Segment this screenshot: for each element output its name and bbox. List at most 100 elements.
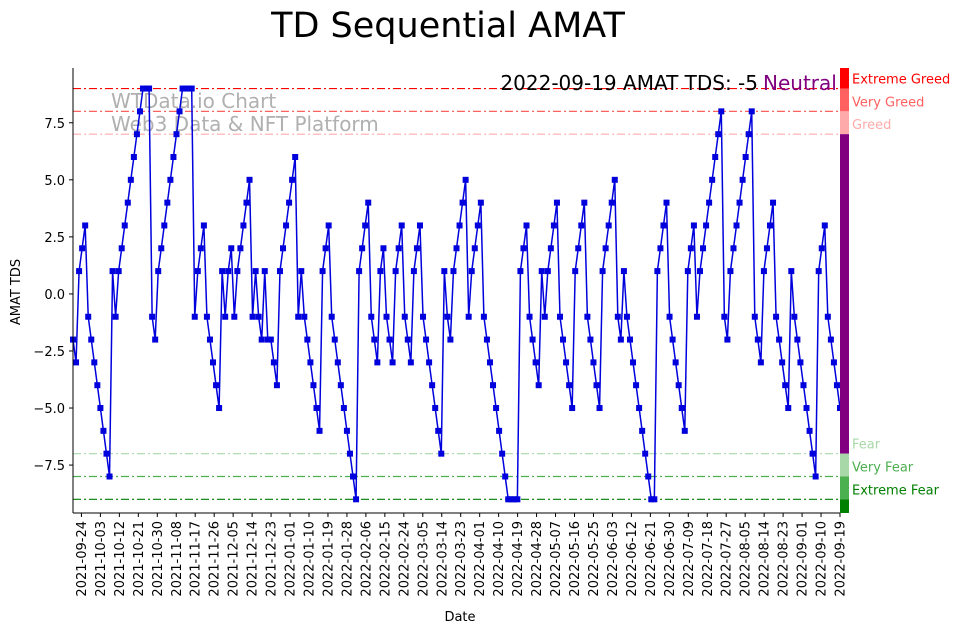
data-point — [532, 359, 539, 366]
data-point — [350, 473, 357, 480]
data-point — [715, 131, 722, 138]
data-point — [395, 245, 402, 252]
data-point — [490, 382, 497, 389]
x-tick-label: 2021-10-30 — [151, 521, 166, 597]
data-point — [179, 85, 186, 92]
data-point — [450, 268, 457, 275]
data-point — [319, 268, 326, 275]
data-point — [127, 176, 134, 183]
data-point — [569, 405, 576, 412]
data-point — [617, 336, 624, 343]
x-tick-label: 2022-09-19 — [834, 521, 849, 597]
data-point — [420, 313, 427, 320]
data-point — [328, 313, 335, 320]
y-tick-label: −7.5 — [33, 459, 65, 474]
data-point — [343, 427, 350, 434]
data-point — [608, 199, 615, 206]
data-point — [73, 359, 80, 366]
data-point — [602, 245, 609, 252]
data-point — [243, 199, 250, 206]
zone-label: Very Greed — [852, 95, 924, 110]
data-point — [483, 336, 490, 343]
data-point — [535, 382, 542, 389]
x-tick-label: 2022-04-28 — [530, 521, 545, 597]
data-point — [197, 245, 204, 252]
y-axis-label: AMAT TDS — [9, 259, 24, 325]
x-tick-label: 2021-10-12 — [113, 521, 128, 597]
data-point — [383, 313, 390, 320]
data-point — [261, 268, 268, 275]
data-point — [295, 313, 302, 320]
data-point — [337, 382, 344, 389]
data-point — [264, 336, 271, 343]
data-point — [365, 199, 372, 206]
data-point — [252, 268, 259, 275]
data-point — [456, 222, 463, 229]
data-point — [219, 268, 226, 275]
data-point — [334, 359, 341, 366]
data-point — [584, 313, 591, 320]
data-point — [416, 222, 423, 229]
x-tick-label: 2021-12-23 — [265, 521, 280, 597]
data-point — [280, 245, 287, 252]
data-point — [505, 496, 512, 503]
data-point — [468, 268, 475, 275]
data-point — [398, 222, 405, 229]
x-tick-label: 2022-09-10 — [815, 521, 830, 597]
x-tick-label: 2022-02-15 — [378, 521, 393, 597]
data-point — [237, 245, 244, 252]
data-point — [779, 359, 786, 366]
data-point — [459, 199, 466, 206]
data-point — [748, 108, 755, 115]
data-point — [736, 199, 743, 206]
data-point — [721, 313, 728, 320]
data-point — [502, 473, 509, 480]
data-point — [368, 313, 375, 320]
data-point — [362, 222, 369, 229]
data-point — [100, 427, 107, 434]
data-point — [298, 268, 305, 275]
data-point — [642, 450, 649, 457]
data-point — [471, 245, 478, 252]
data-point — [706, 199, 713, 206]
x-tick-label: 2022-01-10 — [303, 521, 318, 597]
data-point — [109, 268, 116, 275]
data-point — [791, 313, 798, 320]
data-point — [766, 222, 773, 229]
watermark: WTData.io Chart Web3 Data & NFT Platform — [111, 89, 379, 136]
y-tick-label: 5.0 — [44, 174, 65, 189]
data-point — [133, 131, 140, 138]
data-point — [633, 382, 640, 389]
y-tick-label: −5.0 — [33, 402, 65, 417]
data-point — [389, 359, 396, 366]
data-point — [709, 176, 716, 183]
data-point — [97, 405, 104, 412]
data-point — [140, 85, 147, 92]
data-point — [146, 85, 153, 92]
y-tick-label: 7.5 — [44, 117, 65, 132]
data-point — [286, 199, 293, 206]
data-point — [666, 313, 673, 320]
data-point — [605, 222, 612, 229]
data-point — [733, 222, 740, 229]
data-point — [550, 222, 557, 229]
data-point — [313, 405, 320, 412]
data-point — [94, 382, 101, 389]
data-point — [206, 336, 213, 343]
data-point — [508, 496, 515, 503]
data-point — [228, 245, 235, 252]
data-point — [587, 336, 594, 343]
data-point — [353, 496, 360, 503]
sentiment-bar-segment — [840, 88, 849, 112]
data-point — [465, 313, 472, 320]
x-tick-label: 2022-01-28 — [340, 521, 355, 597]
data-point — [188, 85, 195, 92]
x-tick-label: 2022-04-01 — [473, 521, 488, 597]
data-point — [374, 359, 381, 366]
data-point — [276, 268, 283, 275]
y-tick-label: 2.5 — [44, 231, 65, 246]
data-point — [730, 245, 737, 252]
data-point — [325, 222, 332, 229]
data-point — [216, 405, 223, 412]
data-point — [657, 245, 664, 252]
